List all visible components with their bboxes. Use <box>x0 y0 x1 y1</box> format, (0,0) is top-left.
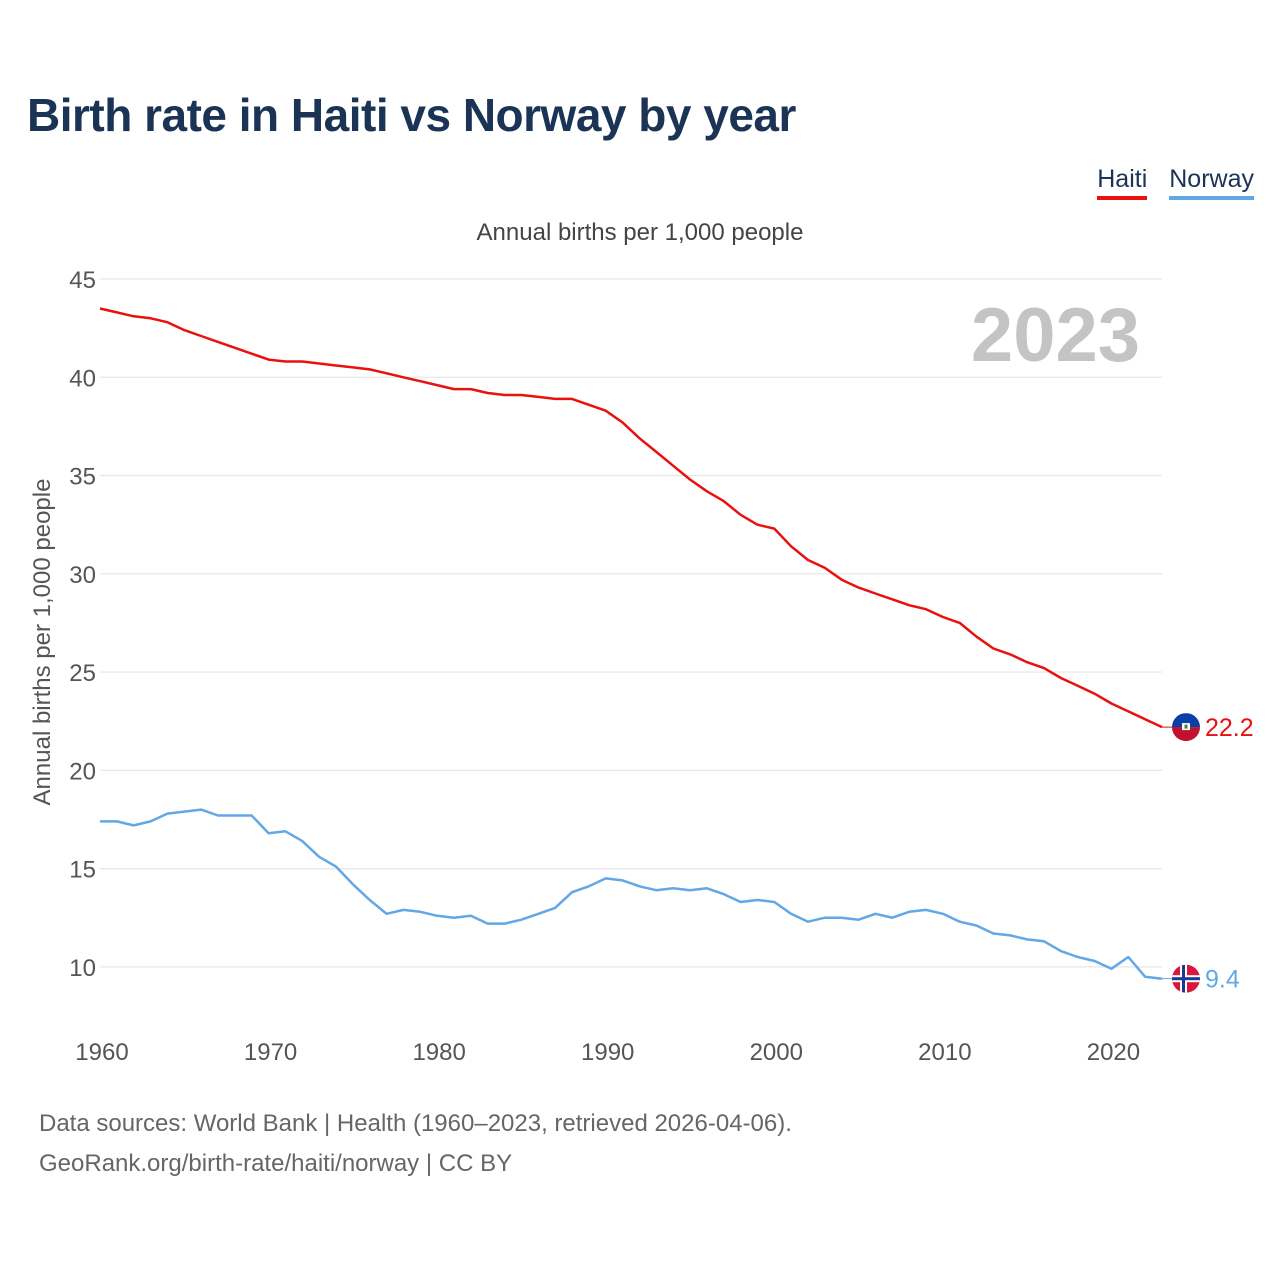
haiti-flag-icon <box>1172 713 1200 742</box>
end-label-haiti: 22.2 <box>1205 714 1254 742</box>
gridlines <box>100 278 1162 968</box>
y-axis-label: Annual births per 1,000 people <box>29 479 56 806</box>
x-tick-label: 2000 <box>750 1039 803 1066</box>
y-tick-label: 30 <box>69 562 96 589</box>
y-tick-label: 20 <box>69 758 96 785</box>
y-tick-label: 45 <box>69 267 96 294</box>
legend: Haiti Norway <box>1097 164 1254 200</box>
x-tick-label: 1990 <box>581 1039 634 1066</box>
y-axis-ticks: 10 15 20 25 30 35 40 45 <box>69 267 96 982</box>
footer-link[interactable]: GeoRank.org/birth-rate/haiti/norway | CC… <box>39 1150 513 1177</box>
x-axis-ticks: 1960 1970 1980 1990 2000 2010 2020 <box>75 1039 1140 1066</box>
norway-flag-icon <box>1172 964 1200 993</box>
x-tick-label: 2020 <box>1087 1039 1140 1066</box>
y-tick-label: 15 <box>69 857 96 884</box>
footer-sources: Data sources: World Bank | Health (1960–… <box>39 1110 792 1137</box>
end-markers: 22.2 9.4 <box>1172 713 1254 994</box>
legend-item-haiti[interactable]: Haiti <box>1097 164 1148 200</box>
line-chart: 10 15 20 25 30 35 40 45 1960 1970 1980 1990 2000 201… <box>29 219 1254 1066</box>
x-tick-label: 1970 <box>244 1039 297 1066</box>
legend-item-norway[interactable]: Norway <box>1169 164 1254 200</box>
y-tick-label: 40 <box>69 365 96 392</box>
series-lines <box>99 307 1186 980</box>
x-tick-label: 1960 <box>75 1039 128 1066</box>
source-footer: Data sources: World Bank | Health (1960–… <box>39 1104 792 1184</box>
y-tick-label: 10 <box>69 955 96 982</box>
x-tick-label: 2010 <box>918 1039 971 1066</box>
y-tick-label: 25 <box>69 660 96 687</box>
end-label-norway: 9.4 <box>1205 966 1240 994</box>
chart-title: Birth rate in Haiti vs Norway by year <box>27 89 796 141</box>
y-tick-label: 35 <box>69 464 96 491</box>
chart-subtitle: Annual births per 1,000 people <box>477 219 804 246</box>
series-line-norway <box>100 808 1163 980</box>
year-label: 2023 <box>971 293 1140 378</box>
x-tick-label: 1980 <box>412 1039 465 1066</box>
series-line-haiti <box>99 307 1163 729</box>
